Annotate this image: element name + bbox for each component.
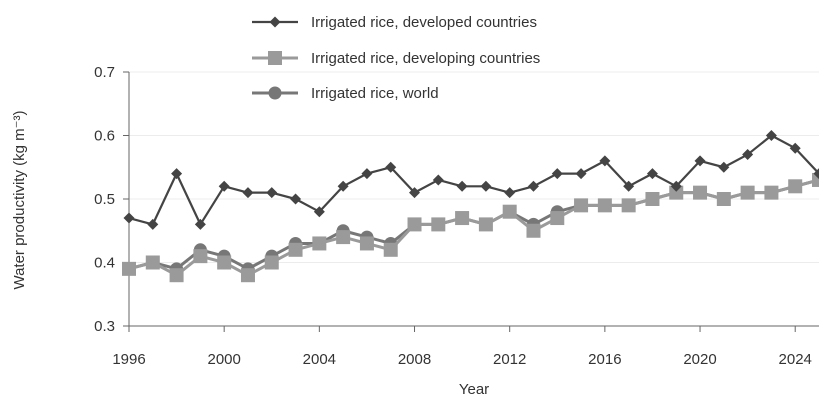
data-point [169,268,184,283]
data-point [313,206,325,218]
data-point [240,268,255,283]
data-point [193,249,208,264]
data-point [718,161,730,173]
y-tick-label: 0.4 [94,255,115,272]
data-point [383,242,398,257]
data-point [385,161,397,173]
x-tick-label: 2004 [303,351,336,368]
data-point [670,180,682,192]
data-point [504,187,516,199]
x-tick-label: 2000 [207,351,240,368]
data-point [337,180,349,192]
legend-item: Irrigated rice, world [252,85,439,102]
x-tick-label: 2024 [779,351,812,368]
data-point [502,204,517,219]
data-point [147,218,159,230]
data-point [645,192,660,206]
data-point [242,187,254,199]
data-point [550,211,565,226]
legend: Irrigated rice, developed countries Irrig… [252,14,540,102]
data-point [765,130,777,141]
data-point [431,217,446,232]
x-axis-ticks: 1996 2000 2004 2008 2012 2016 2020 2024 [112,326,812,368]
data-point [599,155,611,167]
series-line [128,134,819,226]
x-tick-label: 2016 [588,351,621,368]
data-point [575,168,587,180]
data-point [623,180,635,192]
legend-marker [268,51,282,65]
data-point [694,155,706,167]
gridlines [129,71,819,263]
data-point [478,217,493,232]
data-point [312,236,327,251]
series-layer [122,130,819,283]
data-point [812,172,819,187]
x-tick-label: 2020 [683,351,716,368]
data-point [693,185,708,200]
data-point [742,149,754,161]
x-axis-title: Year [459,381,489,397]
data-point [740,185,755,200]
data-point [407,217,422,232]
data-point [194,218,206,230]
x-tick-label: 2008 [398,351,431,368]
legend-marker [269,16,281,28]
data-point [122,261,136,276]
y-axis-title: Water productivity (kg m⁻³) [11,110,28,289]
data-point [455,211,470,226]
data-point [432,174,444,186]
y-tick-label: 0.5 [94,191,115,208]
legend-label: Irrigated rice, developing countries [311,50,540,67]
legend-label: Irrigated rice, world [311,85,439,102]
data-point [171,168,183,180]
series-2 [122,172,819,283]
data-point [218,180,230,192]
y-axis-ticks: 0.3 0.4 0.5 0.6 0.7 [94,64,129,335]
data-point [764,185,779,200]
data-point [716,192,731,206]
data-point [813,168,819,180]
x-tick-label: 1996 [112,351,145,368]
data-point [526,223,541,238]
data-point [551,168,563,180]
data-point [288,242,303,257]
data-point [359,236,374,251]
data-point [290,193,302,205]
data-point [789,142,801,154]
data-point [266,187,278,199]
y-tick-label: 0.3 [94,318,115,335]
data-point [409,187,421,199]
legend-label: Irrigated rice, developed countries [311,14,537,31]
data-point [597,198,612,213]
series-1 [123,130,819,230]
data-point [361,168,373,180]
data-point [480,180,492,192]
data-point [646,168,658,180]
x-tick-label: 2012 [493,351,526,368]
data-point [217,255,232,270]
data-point [527,180,539,192]
data-point [621,198,636,213]
legend-item: Irrigated rice, developing countries [252,50,540,67]
legend-marker [268,86,282,100]
data-point [788,179,803,194]
data-point [336,230,351,245]
series-line [128,178,819,271]
y-tick-label: 0.7 [94,64,115,81]
data-point [669,185,684,200]
y-tick-label: 0.6 [94,128,115,145]
data-point [264,255,279,270]
data-point [123,212,135,224]
legend-item: Irrigated rice, developed countries [252,14,537,31]
data-point [456,180,468,192]
data-point [145,255,160,270]
data-point [574,198,589,213]
